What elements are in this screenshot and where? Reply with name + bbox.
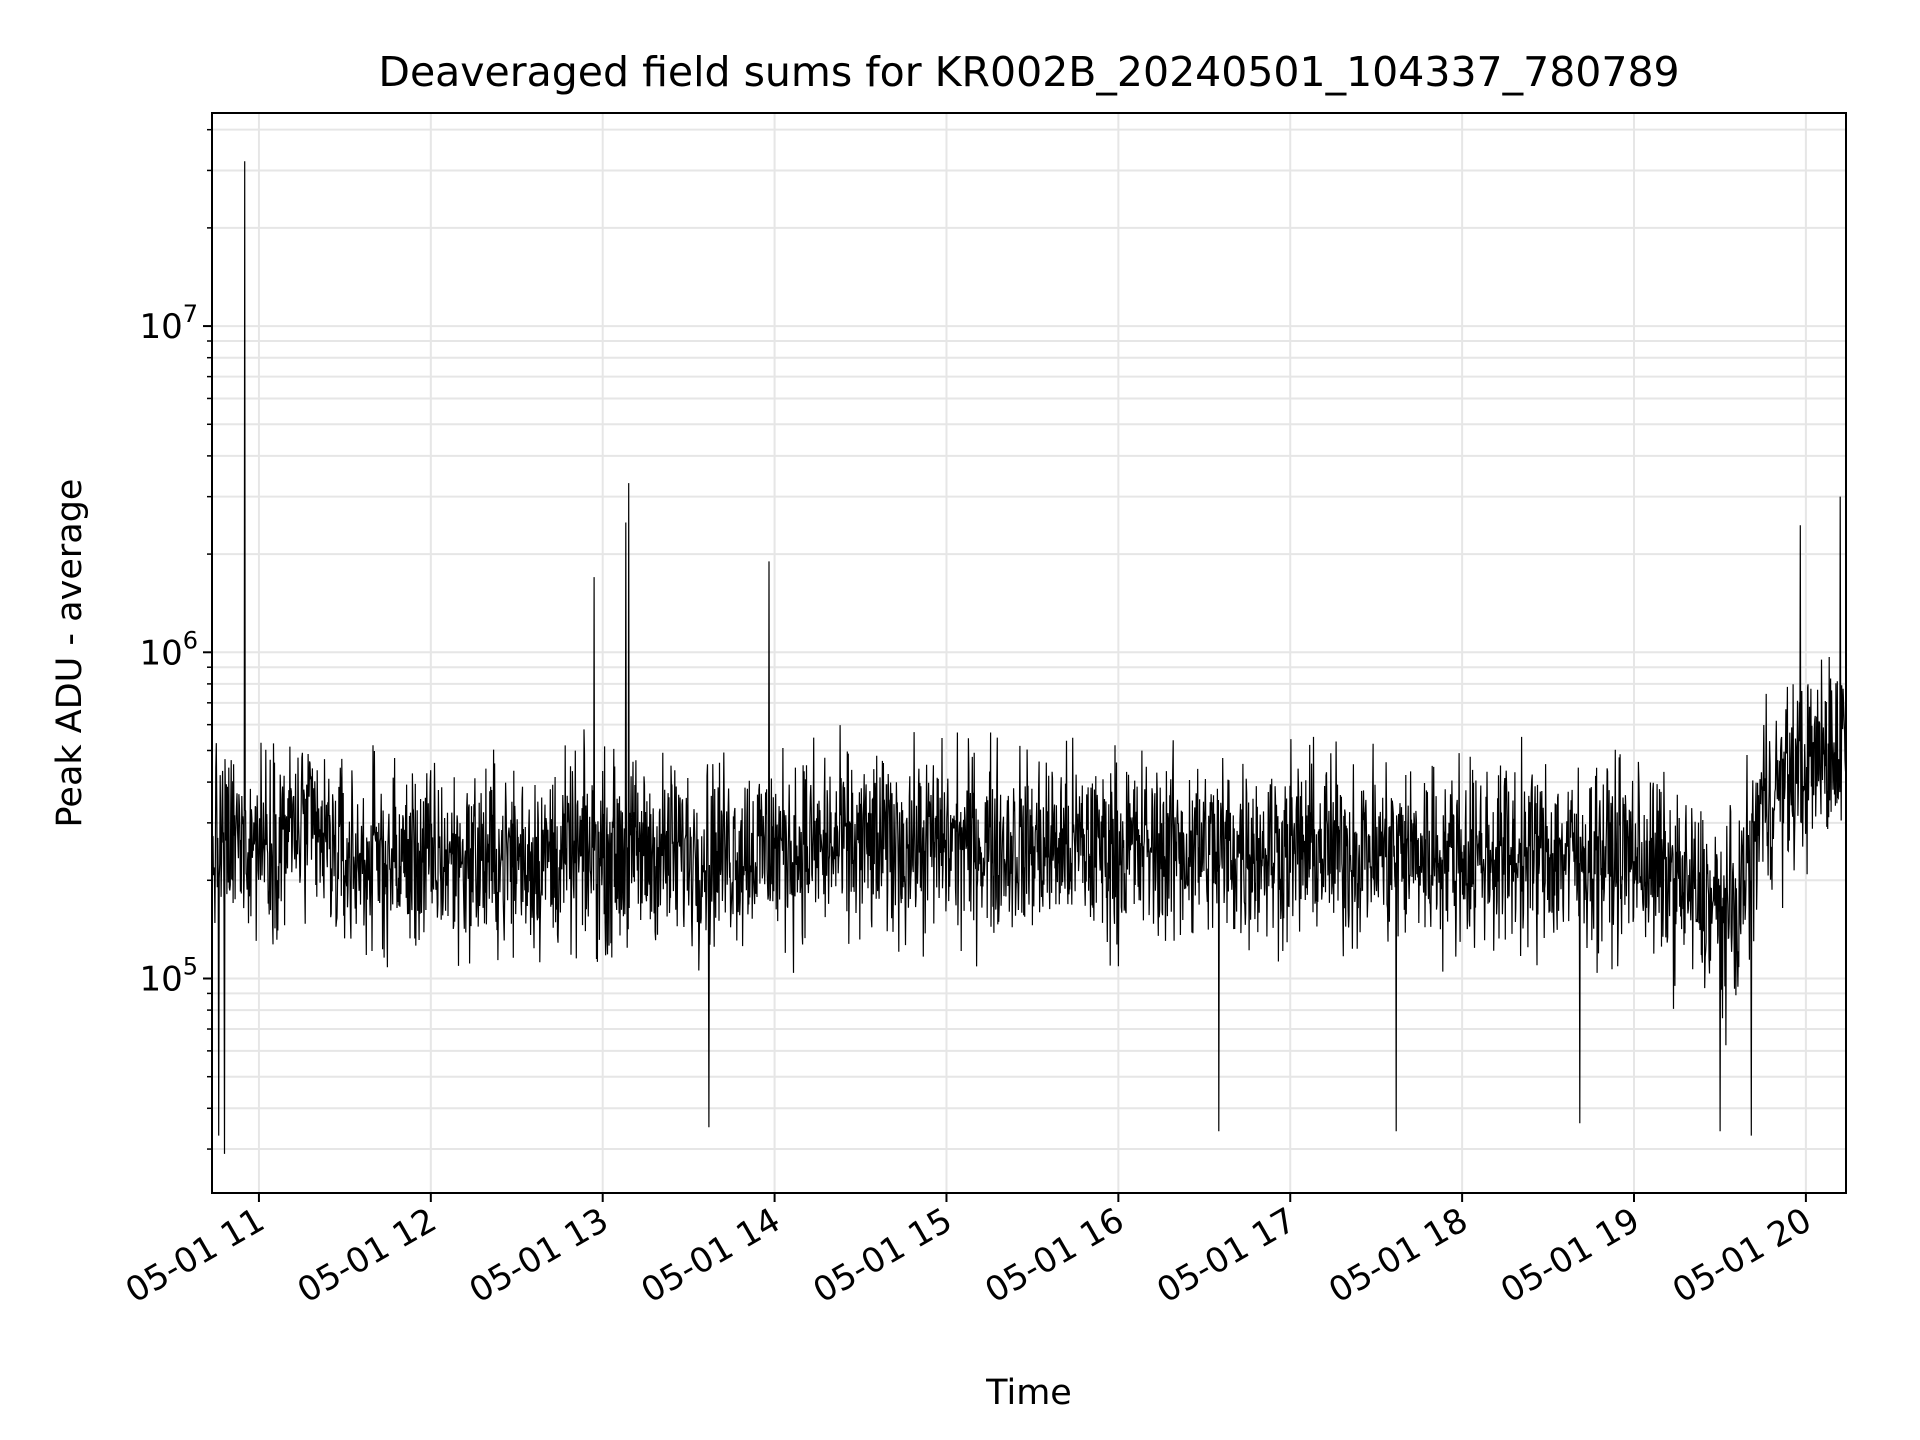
y-axis-label: Peak ADU - average [50, 479, 90, 828]
series-layer [212, 161, 1846, 1154]
y-tick-label: 107 [139, 300, 198, 347]
y-tick-label: 105 [139, 952, 198, 999]
y-tick-label: 106 [139, 626, 198, 673]
series-line [212, 161, 1846, 1154]
chart-title: Deaveraged field sums for KR002B_2024050… [378, 48, 1679, 96]
x-axis-label: Time [985, 1373, 1072, 1413]
